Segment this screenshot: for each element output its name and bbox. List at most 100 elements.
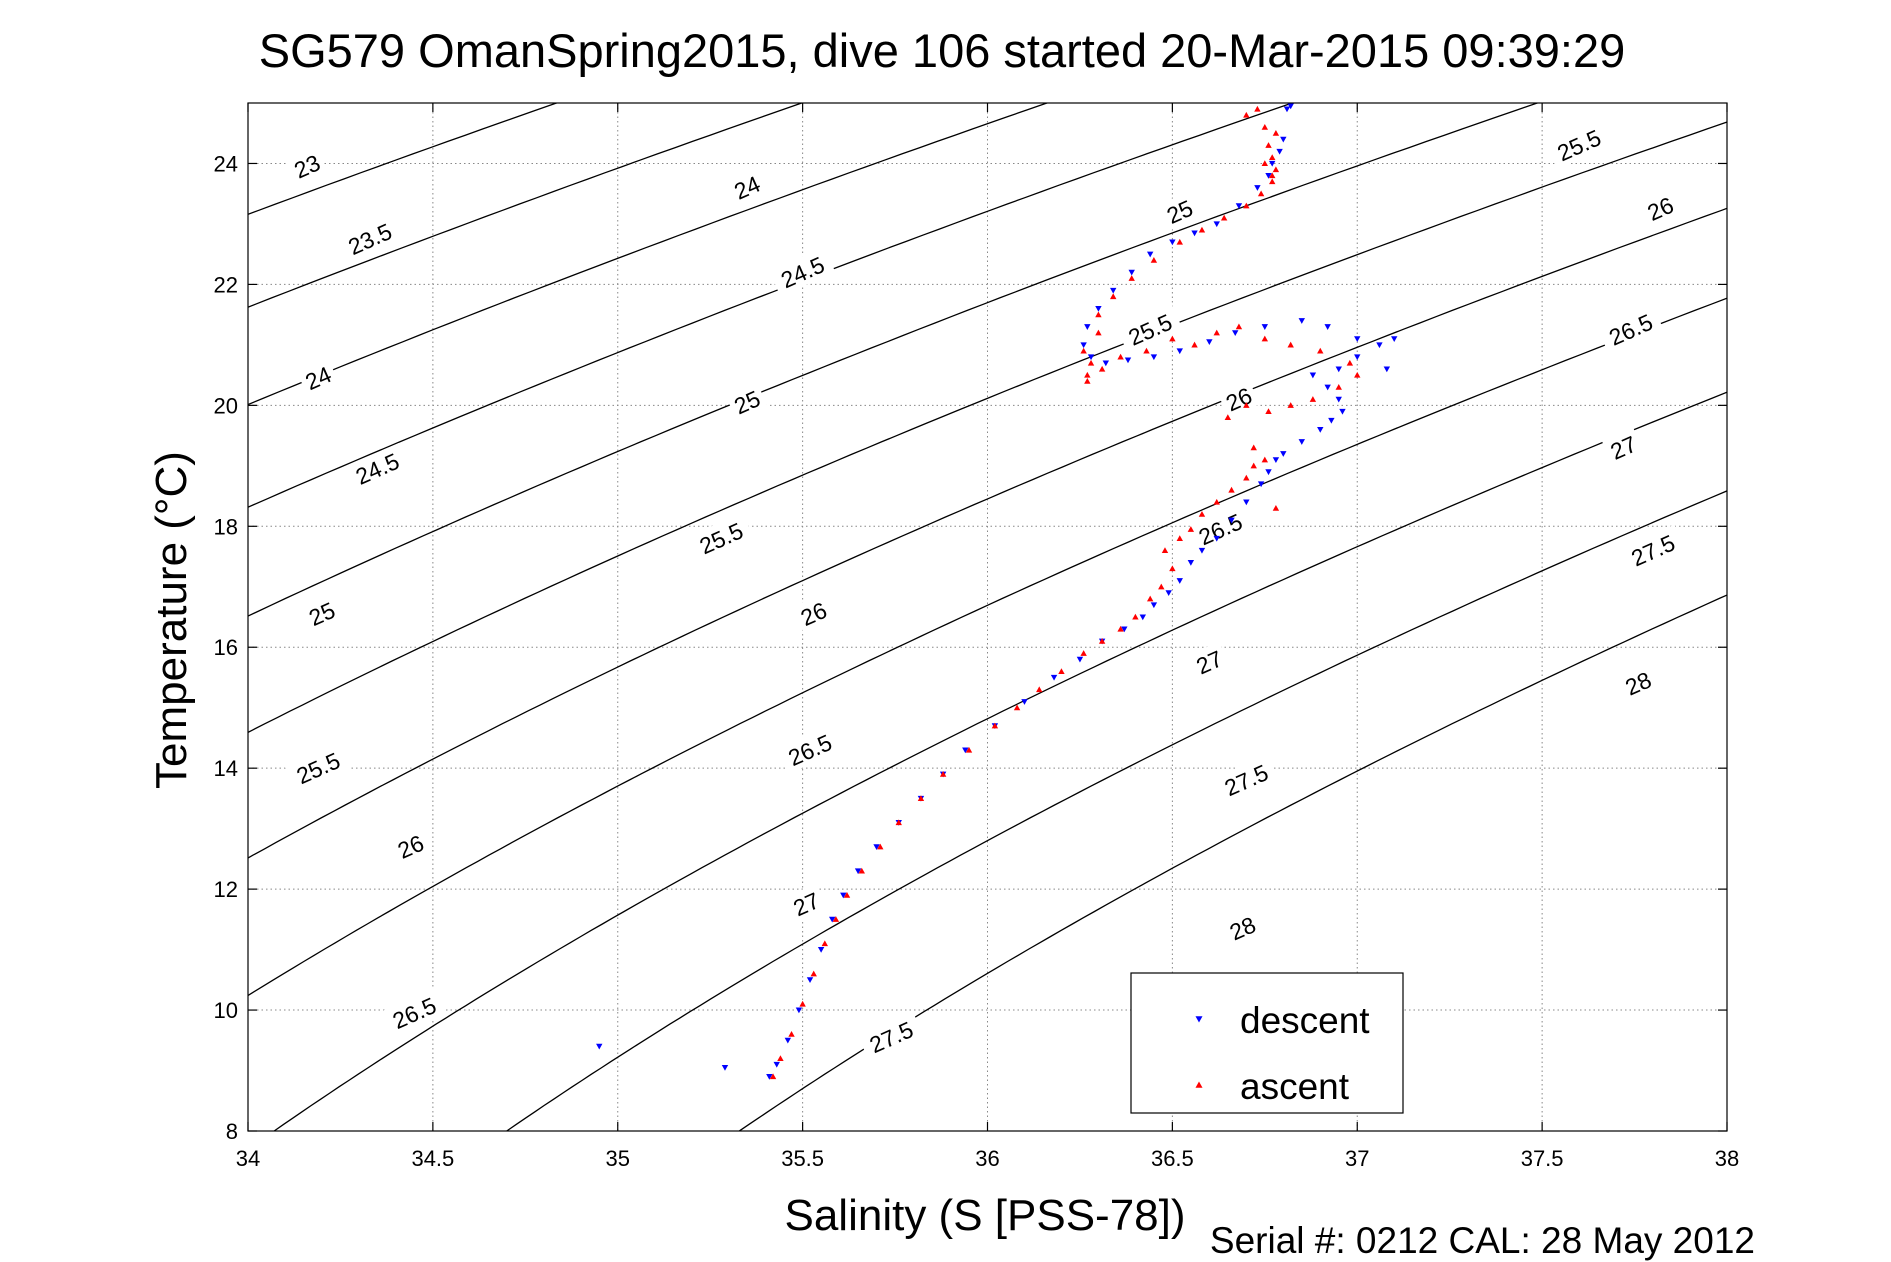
descent-point-49 bbox=[1298, 318, 1305, 324]
ascent-point-52 bbox=[1117, 353, 1124, 360]
serial-calibration-note: Serial #: 0212 CAL: 28 May 2012 bbox=[1210, 1220, 1755, 1261]
ascent-point-73 bbox=[1254, 105, 1261, 112]
ascent-point-36 bbox=[1224, 414, 1232, 421]
isopycnal-26 bbox=[248, 207, 1727, 859]
ascent-point-69 bbox=[1272, 166, 1280, 173]
ascent-point-3 bbox=[799, 1000, 806, 1007]
contour-label-4: 25 bbox=[300, 593, 343, 633]
descent-point-19 bbox=[1076, 656, 1084, 663]
descent-point-66 bbox=[1213, 221, 1220, 228]
contour-label-3: 24.5 bbox=[343, 442, 411, 493]
y-axis-label: Temperature (°C) bbox=[147, 451, 196, 789]
descent-point-26 bbox=[1187, 560, 1195, 566]
ascent-point-60 bbox=[1110, 293, 1117, 300]
descent-point-28 bbox=[1213, 535, 1220, 542]
descent-point-63 bbox=[1146, 251, 1154, 258]
ascent-point-66 bbox=[1243, 202, 1250, 209]
ascent-point-27 bbox=[1187, 526, 1195, 532]
descent-point-6 bbox=[806, 977, 814, 984]
contour-label-28: 28 bbox=[1616, 662, 1660, 703]
contour-label-24: 26 bbox=[1638, 188, 1682, 228]
ascent-point-57 bbox=[1087, 359, 1095, 366]
descent-point-74 bbox=[1287, 103, 1294, 110]
descent-point-24 bbox=[1165, 590, 1172, 597]
isopycnal-26.5 bbox=[248, 297, 1727, 997]
descent-point-73 bbox=[1283, 106, 1291, 113]
ascent-point-56 bbox=[1095, 329, 1102, 336]
descent-point-54 bbox=[1150, 354, 1158, 361]
ascent-point-12 bbox=[939, 771, 947, 777]
contour-label-15: 27.5 bbox=[857, 1011, 925, 1062]
ascent-point-28 bbox=[1198, 511, 1206, 517]
density-contour-labels: 2323.52424.52525.52626.52424.52525.52626… bbox=[284, 119, 1686, 1062]
isopycnal-24 bbox=[248, 103, 1049, 406]
chart-title: SG579 OmanSpring2015, dive 106 started 2… bbox=[259, 24, 1626, 77]
grid bbox=[248, 103, 1727, 1131]
ascent-point-35 bbox=[1250, 444, 1257, 451]
ascent-point-77 bbox=[1269, 172, 1276, 179]
ascent-point-14 bbox=[991, 722, 999, 729]
contour-label-0: 23 bbox=[285, 145, 328, 186]
y-tick-label-5: 18 bbox=[214, 514, 238, 539]
descent-point-30 bbox=[1243, 499, 1250, 506]
descent-point-31 bbox=[1257, 481, 1265, 488]
descent-point-67 bbox=[1235, 203, 1243, 209]
contour-label-5: 25.5 bbox=[284, 742, 351, 793]
x-tick-label-8: 38 bbox=[1715, 1146, 1739, 1171]
descent-point-32 bbox=[1265, 469, 1272, 476]
ascent-point-49 bbox=[1191, 341, 1198, 348]
contour-label-7: 26.5 bbox=[380, 987, 448, 1038]
descent-point-22 bbox=[1139, 614, 1146, 621]
descent-point-27 bbox=[1198, 547, 1206, 554]
ascent-point-6 bbox=[832, 916, 840, 922]
descent-point-47 bbox=[1354, 336, 1361, 343]
contour-label-10: 25 bbox=[725, 381, 768, 422]
descent-point-52 bbox=[1206, 339, 1213, 346]
descent-point-57 bbox=[1087, 354, 1095, 361]
x-axis-label: Salinity (S [PSS-78]) bbox=[784, 1191, 1185, 1240]
ascent-point-62 bbox=[1150, 257, 1158, 263]
ascent-point-67 bbox=[1257, 190, 1265, 197]
ascent-point-51 bbox=[1143, 347, 1150, 354]
descent-point-1 bbox=[721, 1064, 729, 1071]
ascent-point-0 bbox=[769, 1073, 777, 1080]
axis-ticks bbox=[247, 103, 1728, 1132]
ascent-point-74 bbox=[1243, 111, 1250, 118]
y-tick-label-3: 14 bbox=[214, 756, 238, 781]
ascent-point-48 bbox=[1213, 329, 1220, 336]
descent-point-56 bbox=[1102, 360, 1110, 367]
descent-point-39 bbox=[1335, 396, 1342, 403]
descent-point-11 bbox=[873, 844, 880, 850]
descent-point-25 bbox=[1176, 578, 1183, 584]
ascent-point-72 bbox=[1261, 123, 1269, 130]
ascent-point-2 bbox=[788, 1031, 795, 1037]
ascent-point-39 bbox=[1287, 402, 1294, 408]
density-contours bbox=[248, 103, 1727, 1131]
descent-point-35 bbox=[1298, 439, 1305, 445]
ascent-point-33 bbox=[1261, 456, 1269, 463]
ascent-point-11 bbox=[917, 795, 925, 801]
contour-label-13: 26.5 bbox=[776, 724, 843, 775]
ascent-point-7 bbox=[843, 891, 851, 898]
ascent-point-15 bbox=[1013, 704, 1021, 711]
x-tick-label-6: 37 bbox=[1345, 1146, 1369, 1171]
contour-label-26: 27 bbox=[1601, 427, 1645, 467]
data-points bbox=[596, 103, 1398, 1080]
descent-point-71 bbox=[1276, 148, 1283, 155]
contour-label-20: 27 bbox=[1187, 641, 1231, 682]
ascent-point-64 bbox=[1198, 226, 1206, 233]
ascent-point-25 bbox=[1161, 547, 1169, 554]
descent-point-9 bbox=[840, 892, 847, 899]
descent-point-34 bbox=[1280, 451, 1287, 457]
descent-point-4 bbox=[784, 1037, 792, 1044]
ascent-point-63 bbox=[1176, 238, 1183, 245]
ascent-point-50 bbox=[1169, 335, 1176, 342]
descent-point-43 bbox=[1354, 354, 1361, 361]
x-tick-label-1: 34.5 bbox=[411, 1146, 454, 1171]
contour-label-17: 25.5 bbox=[1116, 303, 1183, 354]
ascent-point-8 bbox=[858, 867, 865, 874]
ascent-point-13 bbox=[965, 746, 973, 753]
descent-point-2 bbox=[766, 1074, 773, 1080]
isopycnal-24.5 bbox=[248, 103, 1295, 508]
ascent-point-32 bbox=[1250, 462, 1257, 469]
